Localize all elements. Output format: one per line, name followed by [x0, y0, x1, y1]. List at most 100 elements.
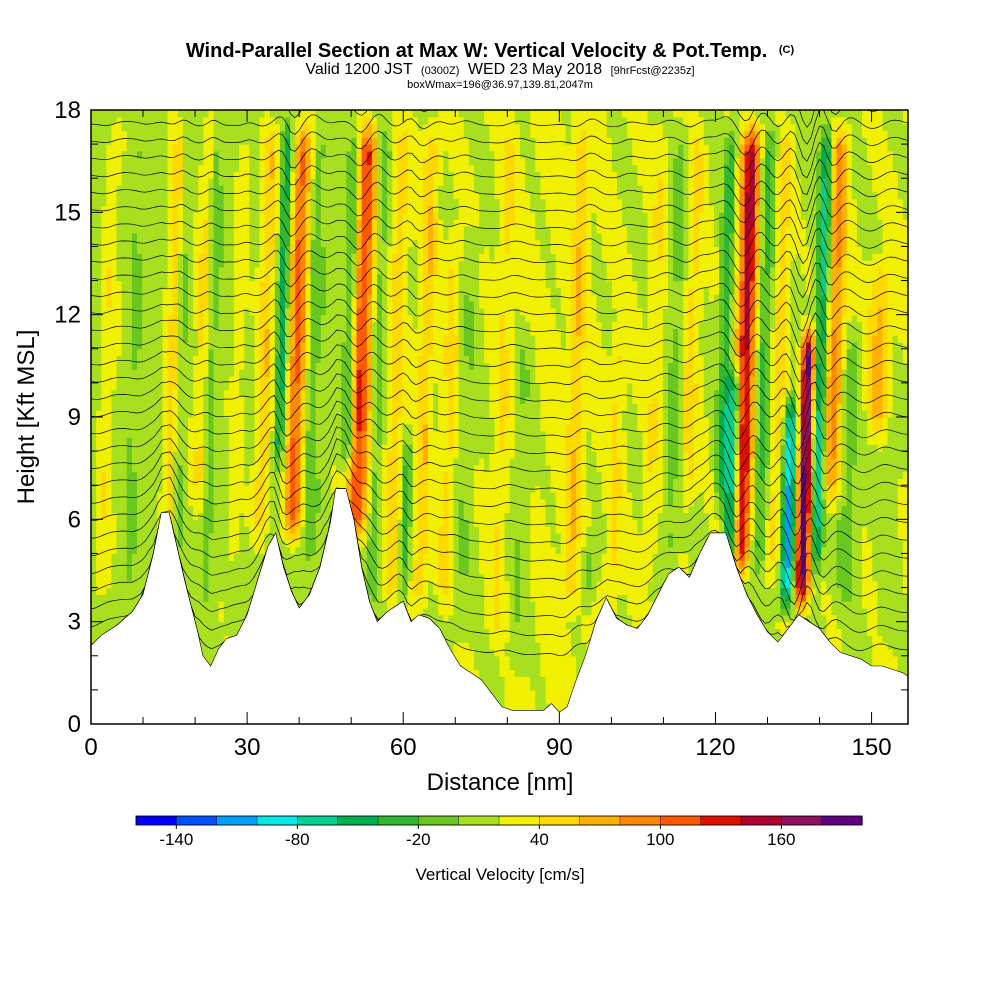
velocity-cell	[872, 580, 878, 671]
velocity-cell	[509, 669, 516, 724]
velocity-cell	[754, 144, 761, 207]
theta-contour	[91, 262, 908, 299]
y-axis: 0 3 6 9 12 15 18	[54, 97, 908, 738]
velocity-cell	[790, 110, 797, 125]
velocity-cell	[800, 587, 807, 595]
velocity-cell	[780, 587, 787, 595]
velocity-cell	[218, 266, 225, 602]
velocity-cell	[285, 123, 291, 138]
velocity-cell	[274, 232, 281, 282]
velocity-cell	[438, 526, 444, 589]
velocity-cell	[836, 519, 843, 589]
velocity-cell	[479, 253, 485, 309]
velocity-cell	[366, 123, 373, 138]
velocity-cell	[790, 403, 797, 418]
velocity-cell	[800, 430, 807, 466]
velocity-cell	[581, 110, 587, 132]
velocity-cell	[810, 321, 817, 329]
velocity-cell	[535, 110, 541, 172]
velocity-cell	[846, 348, 853, 602]
velocity-cell	[785, 614, 792, 623]
x-axis: 0 30 60 90 120 150	[84, 110, 892, 761]
velocity-cell	[657, 178, 664, 261]
velocity-cell	[346, 444, 353, 459]
velocity-cell	[121, 110, 128, 132]
velocity-cell	[805, 532, 812, 582]
velocity-cell	[831, 498, 838, 514]
velocity-cell	[810, 560, 817, 575]
velocity-cell	[805, 328, 812, 336]
velocity-cell	[816, 410, 822, 527]
velocity-cell	[422, 464, 429, 555]
velocity-cell	[785, 137, 792, 227]
velocity-cell	[785, 485, 792, 568]
velocity-cell	[310, 239, 317, 555]
velocity-cell	[428, 205, 434, 275]
velocity-cell	[433, 110, 439, 118]
velocity-cell	[484, 110, 490, 125]
velocity-cell	[504, 137, 511, 254]
velocity-cell	[877, 266, 884, 309]
velocity-cell	[805, 294, 812, 316]
velocity-cell	[371, 321, 378, 473]
velocity-cell	[734, 110, 741, 159]
velocity-cell	[188, 417, 194, 507]
velocity-cell	[463, 519, 470, 575]
velocity-cell	[739, 553, 746, 561]
velocity-cell	[800, 464, 807, 575]
velocity-cell	[254, 110, 261, 268]
velocity-cell	[800, 328, 807, 336]
velocity-cell	[330, 110, 337, 466]
velocity-cell	[198, 348, 204, 445]
velocity-cell	[356, 219, 363, 268]
velocity-cell	[632, 519, 638, 643]
velocity-cell	[499, 110, 506, 316]
velocity-cell	[652, 239, 659, 398]
velocity-cell	[872, 444, 878, 582]
velocity-cell	[775, 123, 781, 159]
velocity-cell	[606, 355, 613, 724]
velocity-cell	[489, 451, 495, 650]
velocity-cell	[734, 382, 741, 411]
velocity-cell	[892, 171, 899, 336]
velocity-cell	[504, 655, 511, 711]
velocity-cell	[851, 341, 858, 466]
velocity-cell	[749, 116, 756, 125]
velocity-cell	[724, 403, 730, 493]
velocity-cell	[320, 144, 327, 159]
velocity-cell	[223, 417, 230, 636]
velocity-cell	[300, 185, 307, 343]
velocity-cell	[785, 116, 792, 138]
velocity-cell	[821, 178, 827, 295]
velocity-cell	[668, 362, 674, 507]
velocity-cell	[525, 321, 531, 370]
velocity-cell	[698, 212, 705, 323]
velocity-cell	[862, 137, 868, 261]
velocity-cell	[341, 457, 347, 473]
velocity-cell	[724, 116, 730, 138]
velocity-cell	[596, 321, 603, 473]
velocity-cell	[805, 485, 812, 514]
velocity-cell	[729, 144, 735, 234]
velocity-cell	[862, 410, 868, 527]
velocity-cell	[739, 423, 746, 555]
velocity-cell	[305, 123, 312, 138]
velocity-cell	[800, 573, 807, 589]
theta-contour	[91, 487, 908, 554]
velocity-cell	[356, 526, 363, 534]
velocity-cell	[775, 294, 781, 459]
velocity-cell	[473, 110, 480, 193]
velocity-cell	[591, 212, 598, 295]
velocity-cell	[233, 110, 240, 172]
velocity-cell	[198, 253, 204, 350]
velocity-cell	[591, 110, 598, 213]
velocity-cell	[570, 225, 577, 452]
velocity-cell	[443, 239, 450, 336]
velocity-cell	[428, 273, 434, 357]
velocity-cell	[851, 464, 858, 705]
velocity-cell	[616, 110, 623, 200]
velocity-cell	[320, 110, 327, 145]
velocity-cell	[351, 451, 358, 473]
theta-contour	[91, 387, 908, 435]
theta-contour	[91, 278, 908, 316]
